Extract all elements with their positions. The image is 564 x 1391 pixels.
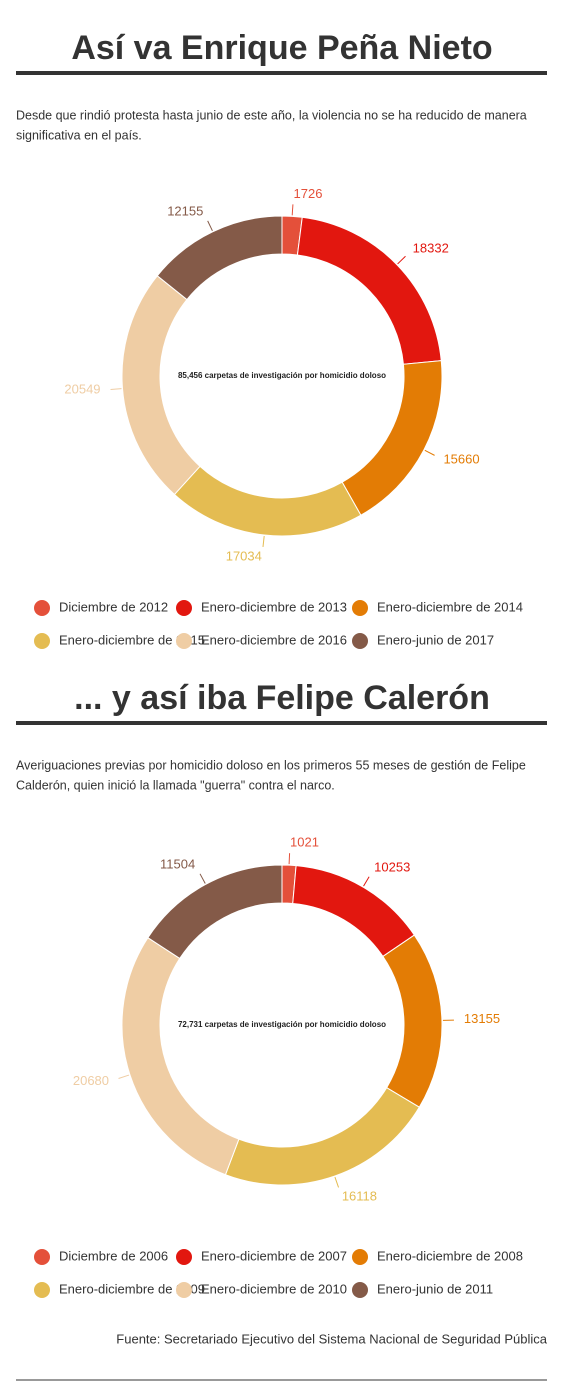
title-rule xyxy=(16,721,547,725)
description: Averiguaciones previas por homicidio dol… xyxy=(16,758,526,772)
legend-marker xyxy=(34,600,50,616)
legend-label: Enero-diciembre de 2010 xyxy=(201,1281,347,1296)
leader-line xyxy=(208,221,213,231)
leader-line xyxy=(425,450,435,455)
leader-line xyxy=(263,536,264,547)
description: Calderón, quien inició la llamada "guerr… xyxy=(16,778,335,792)
section-title: ... y así iba Felipe Calerón xyxy=(74,679,490,717)
legend-marker xyxy=(34,1282,50,1298)
value-label: 20680 xyxy=(73,1073,109,1088)
description: significativa en el país. xyxy=(16,128,142,142)
legend-label: Enero-diciembre de 2014 xyxy=(377,599,523,614)
leader-line xyxy=(364,877,370,886)
legend-marker xyxy=(34,633,50,649)
section-title: Así va Enrique Peña Nieto xyxy=(71,29,492,67)
leader-line xyxy=(398,256,406,264)
center-label: 85,456 carpetas de investigación por hom… xyxy=(178,371,386,380)
description: Desde que rindió protesta hasta junio de… xyxy=(16,108,527,122)
source: Fuente: Secretariado Ejecutivo del Siste… xyxy=(116,1331,547,1346)
value-label: 20549 xyxy=(64,382,100,397)
legend-label: Enero-junio de 2017 xyxy=(377,632,494,647)
legend-label: Diciembre de 2006 xyxy=(59,1248,168,1263)
legend-marker xyxy=(176,1249,192,1265)
donut-segment xyxy=(148,865,282,958)
value-label: 12155 xyxy=(167,203,203,218)
legend-label: Enero-diciembre de 2013 xyxy=(201,599,347,614)
value-label: 18332 xyxy=(413,241,449,256)
legend-marker xyxy=(352,1282,368,1298)
donut-segment xyxy=(122,938,239,1175)
value-label: 1726 xyxy=(294,186,323,201)
center-label: 72,731 carpetas de investigación por hom… xyxy=(178,1020,386,1029)
donut-segment xyxy=(297,217,441,364)
legend-label: Enero-diciembre de 2016 xyxy=(201,632,347,647)
legend-marker xyxy=(34,1249,50,1265)
leader-line xyxy=(111,389,122,390)
donut-segment xyxy=(174,466,360,536)
legend-marker xyxy=(176,1282,192,1298)
value-label: 1021 xyxy=(290,835,319,850)
value-label: 13155 xyxy=(464,1011,500,1026)
leader-line xyxy=(119,1075,129,1078)
donut-segment xyxy=(342,361,442,516)
legend-marker xyxy=(176,633,192,649)
value-label: 15660 xyxy=(443,451,479,466)
value-label: 11504 xyxy=(160,856,195,871)
legend-marker xyxy=(352,633,368,649)
value-label: 17034 xyxy=(226,548,262,563)
legend-marker xyxy=(352,600,368,616)
donut-segment xyxy=(157,216,282,300)
legend-label: Enero-diciembre de 2008 xyxy=(377,1248,523,1263)
leader-line xyxy=(200,874,205,884)
leader-line xyxy=(292,204,293,215)
donut-segment xyxy=(383,935,442,1107)
legend-label: Diciembre de 2012 xyxy=(59,599,168,614)
donut-segment xyxy=(293,866,415,957)
legend-marker xyxy=(352,1249,368,1265)
donut-segment xyxy=(122,276,200,495)
legend-label: Enero-diciembre de 2007 xyxy=(201,1248,347,1263)
legend-label: Enero-junio de 2011 xyxy=(377,1281,493,1296)
legend-marker xyxy=(176,600,192,616)
value-label: 10253 xyxy=(374,860,410,875)
title-rule xyxy=(16,71,547,75)
leader-line xyxy=(335,1177,339,1187)
donut-segment xyxy=(225,1088,419,1185)
value-label: 16118 xyxy=(342,1188,377,1203)
